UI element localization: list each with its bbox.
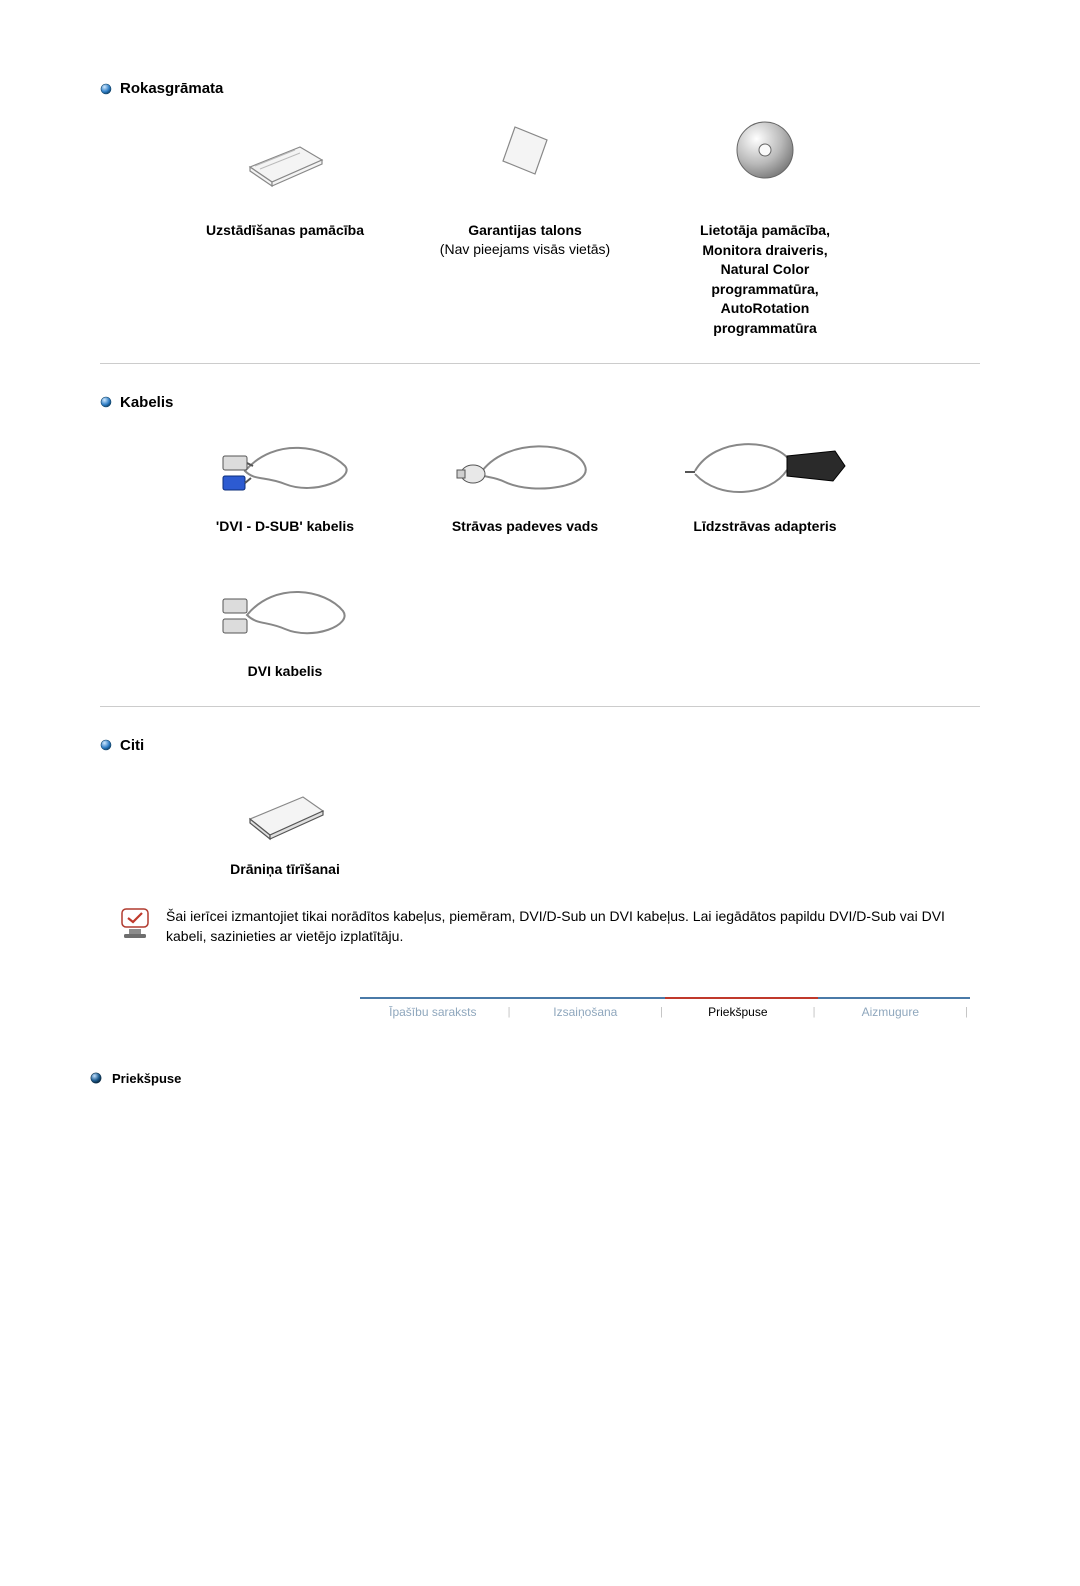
cable-row2: DVI kabelis xyxy=(180,566,940,682)
other-row: Drāniņa tīrīšanai xyxy=(180,764,940,880)
item-label: Līdzstrāvas adapteris xyxy=(660,517,870,537)
cable-row1: 'DVI - D-SUB' kabelis Strāvas padeves va… xyxy=(180,421,940,537)
manual-label-2: Lietotāja pamācība, Monitora draiveris, … xyxy=(660,215,870,339)
page: Rokasgrāmata xyxy=(0,0,1080,1586)
nav-sep: | xyxy=(811,1006,818,1018)
nav-topline-seg xyxy=(513,997,666,999)
item-label: Drāniņa tīrīšanai xyxy=(180,860,390,880)
item-label: Lietotāja pamācība, Monitora draiveris, … xyxy=(660,221,870,339)
manual-items-row xyxy=(180,107,940,197)
manual-item-1 xyxy=(420,107,630,197)
nav-topline-seg xyxy=(665,997,818,999)
item-label: 'DVI - D-SUB' kabelis xyxy=(180,517,390,537)
dc-adapter-icon xyxy=(660,421,870,511)
section-title-manual: Rokasgrāmata xyxy=(120,80,223,97)
cable-item-0: 'DVI - D-SUB' kabelis xyxy=(180,421,390,537)
nav-sep: | xyxy=(658,1006,665,1018)
booklet-icon xyxy=(180,107,390,197)
nav-topline-seg xyxy=(360,997,513,999)
section-title-other: Citi xyxy=(120,737,144,754)
nav-item-back[interactable]: Aizmugure xyxy=(818,1003,964,1021)
item-label: Uzstādīšanas pamācība xyxy=(180,221,390,241)
item-sublabel: (Nav pieejams visās vietās) xyxy=(420,241,630,257)
nav-sep: | xyxy=(963,1006,970,1018)
navbar-items: Īpašību saraksts | Izsaiņošana | Priekšp… xyxy=(360,999,970,1021)
item-label: DVI kabelis xyxy=(180,662,390,682)
manual-labels-row: Uzstādīšanas pamācība Garantijas talons … xyxy=(180,215,940,339)
manual-item-2 xyxy=(660,107,870,197)
nav-sep: | xyxy=(506,1006,513,1018)
section-header-manual: Rokasgrāmata xyxy=(100,80,980,97)
nav-item-unpacking[interactable]: Izsaiņošana xyxy=(513,1003,659,1021)
card-icon xyxy=(420,107,630,197)
note-row: Šai ierīcei izmantojiet tikai norādītos … xyxy=(120,907,960,946)
front-view-placeholder xyxy=(100,1086,980,1546)
divider xyxy=(100,363,980,364)
cable-item-2: Līdzstrāvas adapteris xyxy=(660,421,870,537)
check-note-icon xyxy=(120,907,150,937)
nav-topline-seg xyxy=(818,997,971,999)
dvi-cable-icon xyxy=(180,566,390,656)
other-item-0: Drāniņa tīrīšanai xyxy=(180,764,390,880)
cable-item-3: DVI kabelis xyxy=(180,566,390,682)
dvi-dsub-cable-icon xyxy=(180,421,390,511)
section-header-other: Citi xyxy=(100,737,980,754)
divider xyxy=(100,706,980,707)
sphere-icon xyxy=(100,396,112,408)
note-text: Šai ierīcei izmantojiet tikai norādītos … xyxy=(166,907,960,946)
item-label: Strāvas padeves vads xyxy=(420,517,630,537)
cleaning-cloth-icon xyxy=(180,764,390,854)
disc-icon xyxy=(660,107,870,197)
sphere-icon xyxy=(100,83,112,95)
cable-item-1: Strāvas padeves vads xyxy=(420,421,630,537)
navbar-topline xyxy=(360,997,970,999)
nav-item-front[interactable]: Priekšpuse xyxy=(665,1003,811,1021)
nav-item-features[interactable]: Īpašību saraksts xyxy=(360,1003,506,1021)
section-header-cable: Kabelis xyxy=(100,394,980,411)
sphere-icon xyxy=(100,739,112,751)
manual-label-0: Uzstādīšanas pamācība xyxy=(180,215,390,339)
item-label: Garantijas talons xyxy=(420,221,630,241)
sub-section-title: Priekšpuse xyxy=(112,1071,181,1086)
power-cord-icon xyxy=(420,421,630,511)
sub-section-header-front: Priekšpuse xyxy=(90,1071,980,1086)
navbar: Īpašību saraksts | Izsaiņošana | Priekšp… xyxy=(360,997,970,1021)
manual-item-0 xyxy=(180,107,390,197)
sphere-dark-icon xyxy=(90,1072,102,1084)
manual-label-1: Garantijas talons (Nav pieejams visās vi… xyxy=(420,215,630,339)
section-title-cable: Kabelis xyxy=(120,394,173,411)
